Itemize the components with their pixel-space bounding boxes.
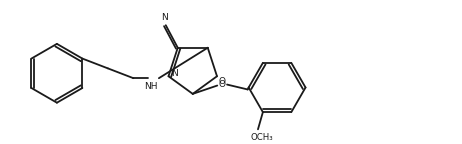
Text: O: O — [219, 77, 225, 86]
Text: N: N — [171, 69, 178, 78]
Text: N: N — [161, 13, 168, 22]
Text: NH: NH — [144, 82, 157, 91]
Text: OCH₃: OCH₃ — [250, 133, 274, 142]
Text: O: O — [219, 80, 225, 89]
